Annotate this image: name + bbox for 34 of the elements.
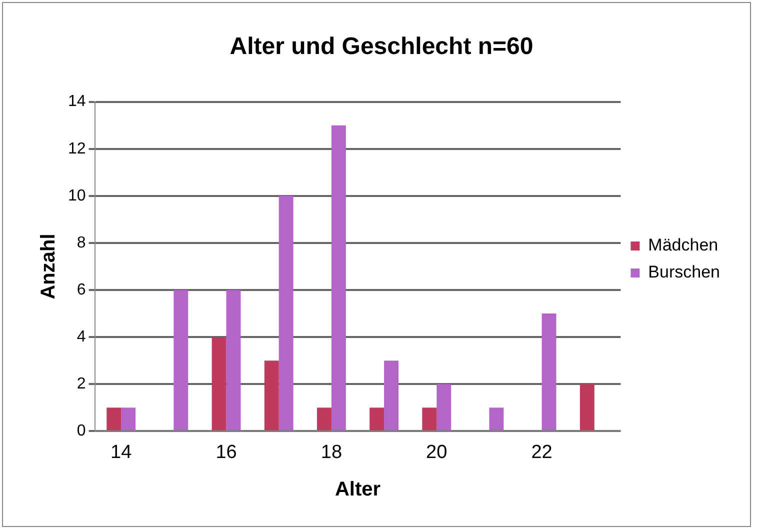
y-tick-label: 10	[68, 187, 86, 204]
bar	[580, 384, 594, 430]
bar	[422, 408, 437, 430]
bar	[264, 360, 279, 430]
y-tick-label: 0	[76, 422, 86, 440]
bar	[331, 125, 346, 430]
bar	[542, 314, 556, 430]
y-tick-label: 14	[68, 93, 86, 110]
x-tick-label: 20	[426, 442, 448, 463]
bar	[370, 408, 384, 430]
x-axis-title: Alter	[334, 478, 381, 501]
bar	[384, 360, 398, 430]
x-tick-label: 16	[216, 442, 237, 463]
y-tick-label: 6	[76, 281, 86, 298]
y-axis-title: Anzahl	[38, 234, 60, 300]
y-tick-label: 2	[76, 376, 86, 393]
bar	[174, 290, 188, 430]
legend-label: Mädchen	[648, 236, 718, 255]
bar	[278, 196, 294, 430]
y-tick-label: 8	[76, 234, 86, 252]
bar	[106, 408, 122, 430]
bar	[316, 408, 332, 430]
bar	[489, 408, 504, 430]
bar	[436, 384, 452, 430]
legend-label: Burschen	[648, 262, 720, 282]
bar	[121, 408, 136, 430]
bar	[212, 337, 226, 430]
chart-title: Alter und Geschlecht n=60	[230, 33, 534, 60]
x-tick-label: 14	[110, 442, 132, 463]
x-tick-label: 22	[531, 442, 552, 463]
x-tick-label: 18	[320, 442, 342, 463]
y-tick-label: 12	[68, 140, 86, 158]
bar	[226, 290, 241, 430]
y-tick-label: 4	[76, 328, 86, 346]
